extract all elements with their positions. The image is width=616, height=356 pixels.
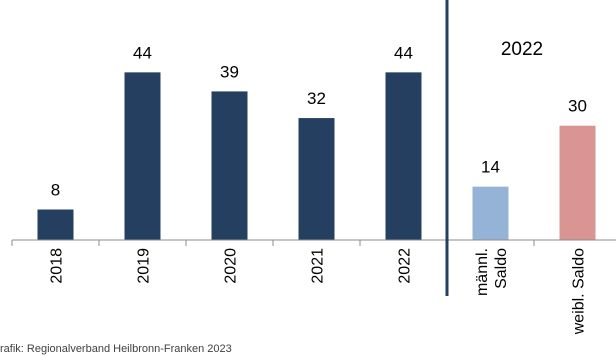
labels-layer: 8 44 39 32 44 14 30 (51, 43, 587, 199)
data-label-5: 14 (481, 158, 500, 177)
bar-0 (37, 209, 74, 240)
axis-layer: 2018 2019 2020 2021 2022 männl. Saldo weibl. Sa… (11, 0, 616, 335)
x-tick-label-1: 2019 (136, 248, 153, 284)
x-tick-label-6: weibl. Saldo (571, 248, 588, 335)
x-tick-label-3: 2021 (310, 248, 327, 284)
bar-1 (124, 72, 161, 240)
bar-3 (298, 118, 335, 240)
x-tick-label-0: 2018 (49, 248, 66, 284)
source-note: rafik: Regionalverband Heilbronn-Franken… (0, 343, 232, 355)
data-label-6: 30 (568, 97, 587, 116)
data-label-0: 8 (51, 181, 60, 200)
bar-2 (211, 91, 248, 240)
bar-5 (472, 186, 509, 240)
data-label-1: 44 (133, 43, 152, 62)
bar-6 (559, 125, 596, 240)
x-tick-label-5: männl. Saldo (474, 248, 510, 296)
x-tick-label-2: 2020 (223, 248, 240, 284)
bar-4 (385, 72, 422, 240)
data-label-2: 39 (220, 62, 239, 81)
section-label-2022: 2022 (501, 39, 543, 60)
data-label-3: 32 (307, 89, 326, 108)
x-tick-label-4: 2022 (397, 248, 414, 284)
bars-layer (37, 72, 596, 240)
data-label-4: 44 (394, 43, 413, 62)
